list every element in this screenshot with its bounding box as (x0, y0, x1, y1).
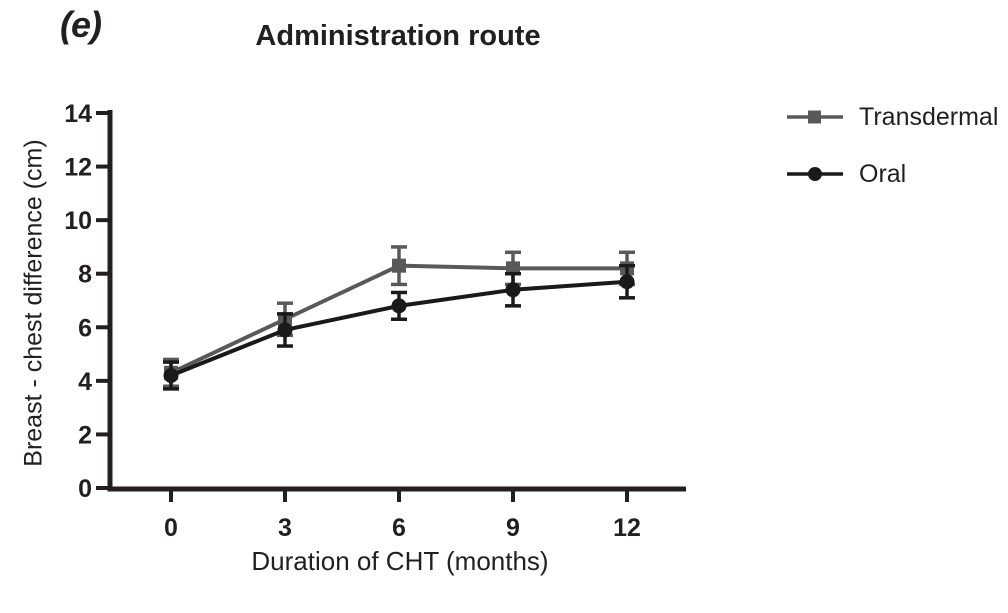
x-tick-label: 0 (164, 514, 178, 542)
x-axis-label: Duration of CHT (months) (251, 546, 549, 576)
x-tick-label: 9 (506, 514, 520, 542)
legend-swatch-shape (808, 167, 822, 181)
legend-swatch-shape (808, 110, 821, 124)
oral-circle-marker-icon (787, 167, 843, 181)
data-point-transdermal (392, 258, 406, 273)
data-point-oral (163, 368, 179, 383)
x-tick-label: 3 (278, 514, 292, 542)
y-tick-label: 6 (78, 314, 92, 342)
y-tick-label: 4 (78, 368, 92, 396)
y-tick-label: 0 (78, 475, 92, 503)
panel-label: (e) (60, 4, 102, 45)
data-point-oral (619, 274, 635, 290)
data-point-oral (277, 322, 293, 338)
legend-label-transdermal: Transdermal (859, 103, 999, 131)
legend-item-transdermal: Transdermal (786, 104, 998, 130)
x-tick-label: 12 (613, 514, 641, 542)
x-tick-label: 6 (392, 514, 406, 542)
transdermal-square-marker-icon (787, 110, 843, 124)
legend-item-oral: Oral (786, 161, 998, 187)
data-point-transdermal (506, 261, 520, 276)
y-tick-label: 10 (64, 207, 92, 235)
chart-title: Administration route (255, 20, 541, 52)
legend-label-oral: Oral (859, 160, 907, 188)
data-point-oral (505, 282, 521, 298)
legend: Transdermal Oral (786, 104, 998, 218)
y-tick-label: 14 (64, 100, 92, 128)
data-point-oral (391, 298, 407, 314)
y-tick-label: 2 (78, 421, 92, 449)
y-tick-label: 8 (78, 261, 92, 289)
y-tick-label: 12 (64, 154, 92, 182)
